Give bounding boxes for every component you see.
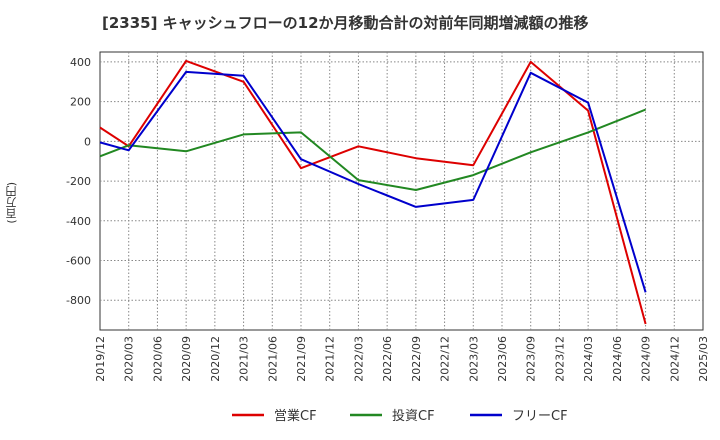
grid bbox=[99, 51, 704, 331]
y-tick-label: -400 bbox=[66, 215, 91, 228]
y-tick-label: -800 bbox=[66, 294, 91, 307]
y-tick-label: -600 bbox=[66, 255, 91, 268]
y-tick-label: 0 bbox=[84, 135, 91, 148]
series-line-2 bbox=[99, 108, 646, 191]
x-tick-label: 2021/12 bbox=[324, 336, 337, 382]
legend: 営業CF 投資CF フリーCF bbox=[232, 408, 568, 424]
x-axis-ticks: 2019/12 2020/03 2020/06 2020/09 2020/12 2021/… bbox=[94, 336, 710, 382]
x-tick-label: 2023/03 bbox=[467, 336, 480, 382]
x-tick-label: 2021/09 bbox=[295, 336, 308, 382]
series-line-1 bbox=[99, 59, 647, 325]
series-line-3 bbox=[99, 70, 647, 293]
plot-frame bbox=[99, 51, 704, 331]
x-tick-label: 2022/06 bbox=[381, 336, 394, 382]
x-tick-label: 2024/12 bbox=[668, 336, 681, 382]
legend-label: 営業CF bbox=[274, 408, 317, 424]
chart-title: [2335] キャッシュフローの12か月移動合計の対前年同期増減額の推移 bbox=[102, 14, 589, 32]
legend-label: 投資CF bbox=[392, 408, 435, 424]
x-tick-label: 2020/09 bbox=[180, 336, 193, 382]
x-tick-label: 2023/06 bbox=[496, 336, 509, 382]
y-tick-label: -200 bbox=[66, 175, 91, 188]
x-tick-label: 2023/09 bbox=[525, 336, 538, 382]
x-tick-label: 2024/09 bbox=[640, 336, 653, 382]
legend-label: フリーCF bbox=[512, 409, 568, 424]
x-tick-label: 2021/06 bbox=[266, 336, 279, 382]
x-tick-label: 2023/12 bbox=[553, 336, 566, 382]
x-tick-label: 2022/12 bbox=[439, 336, 452, 382]
y-tick-label: 200 bbox=[70, 96, 91, 109]
series-lines bbox=[99, 59, 647, 325]
x-tick-label: 2024/06 bbox=[611, 336, 624, 382]
x-tick-label: 2019/12 bbox=[94, 336, 107, 382]
x-tick-label: 2020/12 bbox=[209, 336, 222, 382]
y-axis-ticks: 400 200 0 -200 -400 -600 -800 bbox=[66, 56, 91, 307]
x-tick-label: 2025/03 bbox=[697, 336, 710, 382]
y-tick-label: 400 bbox=[70, 56, 91, 69]
x-tick-label: 2022/09 bbox=[410, 336, 423, 382]
x-tick-label: 2021/03 bbox=[238, 336, 251, 382]
x-tick-label: 2020/03 bbox=[123, 336, 136, 382]
x-tick-label: 2020/06 bbox=[151, 336, 164, 382]
x-tick-label: 2024/03 bbox=[582, 336, 595, 382]
x-tick-label: 2022/03 bbox=[352, 336, 365, 382]
